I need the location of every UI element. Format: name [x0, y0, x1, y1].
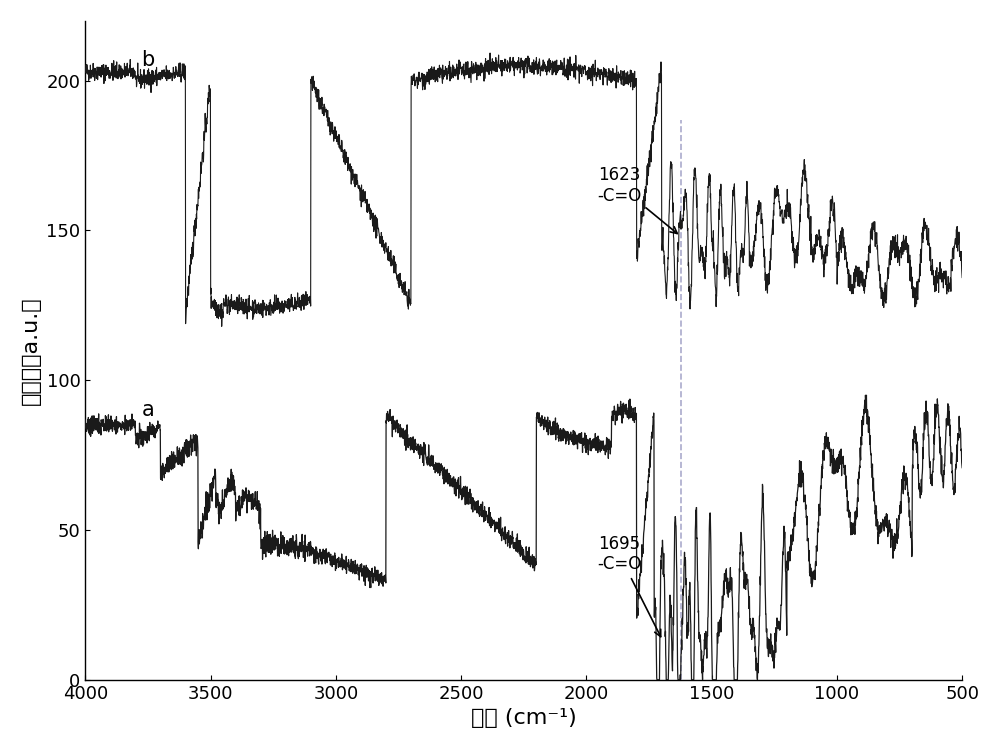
Text: 1695
-C=O: 1695 -C=O — [597, 535, 661, 637]
Text: 1623
-C=O: 1623 -C=O — [597, 166, 677, 234]
Text: b: b — [141, 49, 155, 70]
Y-axis label: 透过率（a.u.）: 透过率（a.u.） — [21, 296, 41, 404]
X-axis label: 波数 (cm⁻¹): 波数 (cm⁻¹) — [471, 708, 577, 728]
Text: a: a — [142, 400, 154, 420]
